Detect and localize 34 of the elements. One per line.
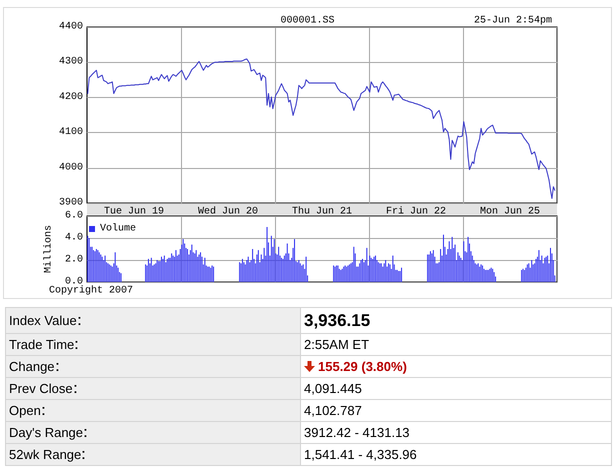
y-tick-label: 3900: [58, 198, 83, 208]
category-label: Index Value: [9, 313, 77, 328]
chart-title: 000001.SS: [280, 16, 335, 26]
category-label: Change: [9, 359, 55, 374]
x-tick-label: Fri Jun 22: [386, 206, 446, 218]
text: Copyright 2007: [49, 284, 134, 296]
y-tick-label: 2.0: [64, 254, 83, 266]
y-tick-label: 4000: [58, 162, 83, 174]
y-tick-label: 4400: [58, 22, 83, 32]
line-series: [87, 58, 556, 199]
legend-label: Volume: [100, 222, 136, 234]
category-label: Prev Close: [9, 381, 73, 396]
category-label: Day's Range: [9, 425, 84, 440]
text: 4,102.787: [304, 403, 362, 418]
category-label: 52wk Range: [9, 447, 82, 462]
x-tick-label: Wed Jun 20: [198, 206, 258, 218]
text: 4,091.445: [304, 381, 362, 396]
text: 3912.42 - 4131.13: [304, 425, 410, 440]
y-tick-label: 4300: [58, 56, 83, 68]
category-label: Open: [9, 403, 41, 418]
y-tick-label: 4.0: [64, 232, 83, 244]
y-tick-label: 4100: [58, 127, 83, 138]
y-tick-label: 6.0: [64, 210, 83, 222]
x-tick-label: Thu Jun 21: [292, 206, 352, 218]
category-label: Trade Time: [9, 337, 74, 352]
text: 155.29 (3.80%): [318, 359, 407, 374]
y-axis-title: Millions: [42, 224, 55, 274]
chart-subtitle: 25-Jun 2:54pm: [474, 16, 552, 26]
text: 1,541.41 - 4,335.96: [304, 447, 417, 462]
text: 2:55AM ET: [304, 337, 370, 352]
y-tick-label: 4200: [58, 92, 83, 103]
x-tick-label: Mon Jun 25: [480, 206, 540, 218]
x-tick-label: Tue Jun 19: [104, 206, 164, 218]
text: 3,936.15: [304, 310, 370, 330]
